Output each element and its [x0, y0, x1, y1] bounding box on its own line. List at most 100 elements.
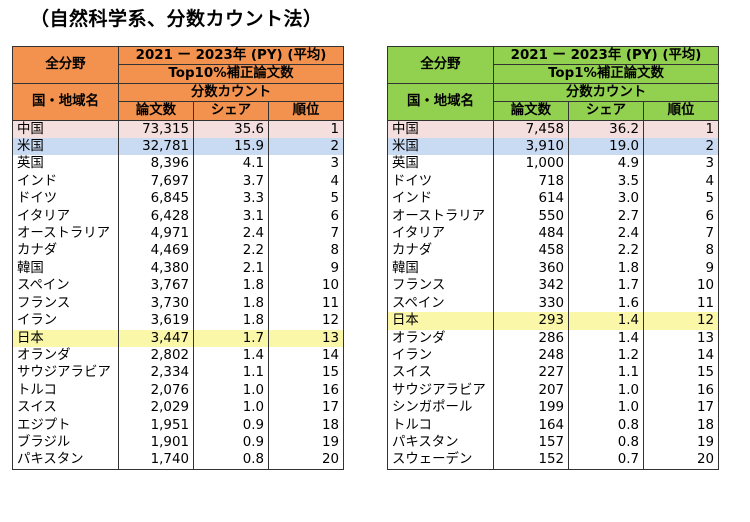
rank-cell: 18	[268, 416, 344, 434]
country-cell: カナダ	[12, 242, 119, 260]
country-cell: インド	[387, 190, 494, 208]
country-cell: イラン	[387, 346, 494, 365]
country-cell: ドイツ	[387, 172, 494, 191]
share-cell: 1.8	[193, 312, 269, 330]
share-cell: 0.9	[193, 416, 269, 434]
rank-cell: 20	[268, 451, 344, 470]
share-cell: 0.8	[193, 451, 269, 470]
country-cell: イタリア	[12, 207, 119, 226]
table-row: スウェーデン 152 0.7 20	[387, 451, 719, 470]
papers-cell: 342	[493, 277, 569, 295]
table-row: サウジアラビア 2,334 1.1 15	[12, 364, 344, 382]
rank-cell: 8	[643, 242, 719, 260]
table-row: エジプト 1,951 0.9 18	[12, 416, 344, 434]
papers-cell: 227	[493, 364, 569, 382]
rank-cell: 14	[643, 346, 719, 365]
share-cell: 3.7	[193, 172, 269, 191]
top1-table: 全分野 2021 ー 2023年 (PY) (平均) Top1%補正論文数 国・…	[387, 45, 719, 470]
rank-cell: 13	[268, 329, 344, 347]
share-cell: 1.1	[193, 364, 269, 382]
table-row: 韓国 4,380 2.1 9	[12, 259, 344, 278]
country-cell: スウェーデン	[387, 451, 494, 470]
share-cell: 0.9	[193, 433, 269, 452]
country-cell: 中国	[12, 120, 119, 139]
papers-cell: 360	[493, 259, 569, 278]
share-cell: 1.8	[568, 259, 644, 278]
rank-cell: 17	[643, 399, 719, 417]
table-row: オランダ 286 1.4 13	[387, 329, 719, 347]
papers-cell: 157	[493, 433, 569, 452]
table-row: フランス 3,730 1.8 11	[12, 294, 344, 313]
papers-cell: 2,802	[118, 346, 194, 365]
rank-cell: 18	[643, 416, 719, 434]
rank-cell: 2	[268, 138, 344, 156]
table-row: パキスタン 157 0.8 19	[387, 433, 719, 452]
papers-cell: 1,951	[118, 416, 194, 434]
papers-cell: 199	[493, 399, 569, 417]
share-cell: 0.8	[568, 433, 644, 452]
table-row: カナダ 458 2.2 8	[387, 242, 719, 260]
papers-cell: 207	[493, 381, 569, 400]
share-cell: 1.4	[568, 329, 644, 347]
share-cell: 2.2	[193, 242, 269, 260]
share-cell: 1.2	[568, 346, 644, 365]
papers-cell: 3,447	[118, 329, 194, 347]
header-metric: Top1%補正論文数	[493, 64, 719, 84]
rank-cell: 19	[643, 433, 719, 452]
rank-cell: 13	[643, 329, 719, 347]
papers-cell: 7,458	[493, 120, 569, 139]
country-cell: 日本	[387, 312, 494, 330]
rank-cell: 11	[643, 294, 719, 313]
country-cell: サウジアラビア	[12, 364, 119, 382]
country-cell: イラン	[12, 312, 119, 330]
papers-cell: 550	[493, 207, 569, 226]
country-cell: オランダ	[387, 329, 494, 347]
share-cell: 36.2	[568, 120, 644, 139]
papers-cell: 8,396	[118, 155, 194, 173]
share-cell: 4.1	[193, 155, 269, 173]
rank-cell: 7	[268, 225, 344, 243]
country-cell: トルコ	[12, 381, 119, 400]
papers-cell: 6,845	[118, 190, 194, 208]
table-row: スペイン 330 1.6 11	[387, 294, 719, 313]
table-row: 日本 293 1.4 12	[387, 312, 719, 330]
country-cell: スイス	[12, 399, 119, 417]
rank-cell: 5	[643, 190, 719, 208]
country-cell: フランス	[387, 277, 494, 295]
rank-cell: 6	[268, 207, 344, 226]
country-cell: エジプト	[12, 416, 119, 434]
papers-cell: 1,000	[493, 155, 569, 173]
share-cell: 0.7	[568, 451, 644, 470]
header-share: シェア	[568, 101, 644, 121]
table-row: インド 614 3.0 5	[387, 190, 719, 208]
share-cell: 1.0	[568, 381, 644, 400]
table-row: 中国 7,458 36.2 1	[387, 120, 719, 139]
rank-cell: 1	[268, 120, 344, 139]
table-row: オランダ 2,802 1.4 14	[12, 346, 344, 365]
table-row: カナダ 4,469 2.2 8	[12, 242, 344, 260]
rank-cell: 16	[268, 381, 344, 400]
papers-cell: 4,380	[118, 259, 194, 278]
table-row: 米国 32,781 15.9 2	[12, 138, 344, 156]
header-all-field: 全分野	[12, 46, 119, 84]
papers-cell: 484	[493, 225, 569, 243]
share-cell: 1.8	[193, 277, 269, 295]
rank-cell: 8	[268, 242, 344, 260]
header-count-method: 分数カウント	[493, 82, 719, 103]
share-cell: 1.7	[568, 277, 644, 295]
rank-cell: 15	[268, 364, 344, 382]
papers-cell: 164	[493, 416, 569, 434]
country-cell: 中国	[387, 120, 494, 139]
country-cell: スペイン	[12, 277, 119, 295]
share-cell: 0.8	[568, 416, 644, 434]
rank-cell: 14	[268, 346, 344, 365]
rank-cell: 3	[268, 155, 344, 173]
table-row: トルコ 2,076 1.0 16	[12, 381, 344, 400]
rank-cell: 4	[268, 172, 344, 191]
papers-cell: 330	[493, 294, 569, 313]
country-cell: パキスタン	[12, 451, 119, 470]
papers-cell: 7,697	[118, 172, 194, 191]
share-cell: 3.3	[193, 190, 269, 208]
papers-cell: 2,334	[118, 364, 194, 382]
header-country: 国・地域名	[12, 82, 119, 121]
